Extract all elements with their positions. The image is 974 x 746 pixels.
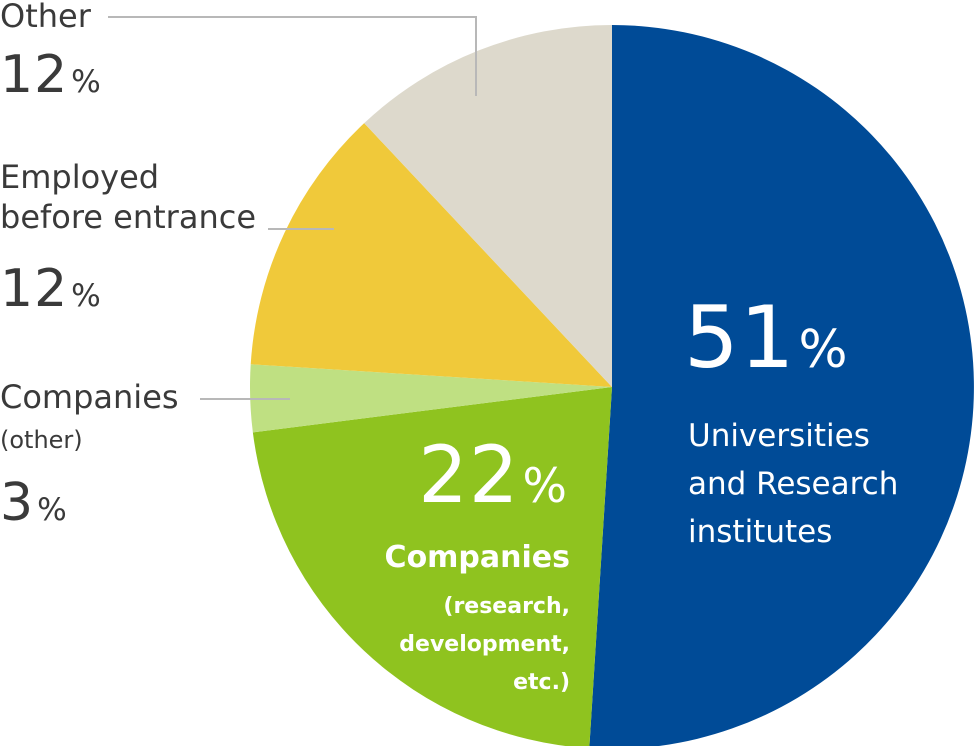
pie-slice-universities <box>589 25 974 746</box>
label-companies-rd-percent: 22% <box>418 432 568 531</box>
pie-slice-companies_rd <box>252 387 612 746</box>
pct-unit: % <box>71 278 102 314</box>
pct-unit: % <box>522 460 568 514</box>
leader-line-other <box>108 16 477 96</box>
label-employed-percent: 12% <box>0 260 102 325</box>
label-universities-percent: 51% <box>684 288 848 400</box>
pct-value: 12 <box>0 45 69 105</box>
label-line: (research, <box>443 594 570 619</box>
label-universities-text: Universities and Research institutes <box>688 412 898 556</box>
label-other-name: Other <box>0 0 91 35</box>
pct-value: 12 <box>0 259 69 319</box>
pct-unit: % <box>71 64 102 100</box>
label-line: institutes <box>688 514 833 550</box>
label-companies-rd-title: Companies <box>384 540 570 575</box>
label-line: before entrance <box>0 198 256 236</box>
label-companies-other-percent: 3% <box>0 474 68 539</box>
label-companies-other-name: Companies <box>0 378 179 416</box>
label-line: development, <box>399 632 570 657</box>
pie-slice-employed_before <box>250 123 612 388</box>
pct-unit: % <box>37 492 68 528</box>
label-line: etc.) <box>513 670 570 695</box>
pie-slice-other <box>364 25 612 387</box>
pct-value: 51 <box>684 288 796 388</box>
pct-value: 22 <box>418 431 520 521</box>
label-line: Employed <box>0 158 160 196</box>
label-line: and Research <box>688 466 899 502</box>
pie-slice-companies_other <box>249 364 613 433</box>
label-companies-rd-sub: (research, development, etc.) <box>399 588 570 702</box>
pct-value: 3 <box>0 473 35 533</box>
label-line: Universities <box>688 418 870 454</box>
label-companies-other-sub: (other) <box>0 426 83 454</box>
label-other-percent: 12% <box>0 46 102 111</box>
pct-unit: % <box>798 320 849 380</box>
label-employed-name: Employed before entrance <box>0 157 256 237</box>
